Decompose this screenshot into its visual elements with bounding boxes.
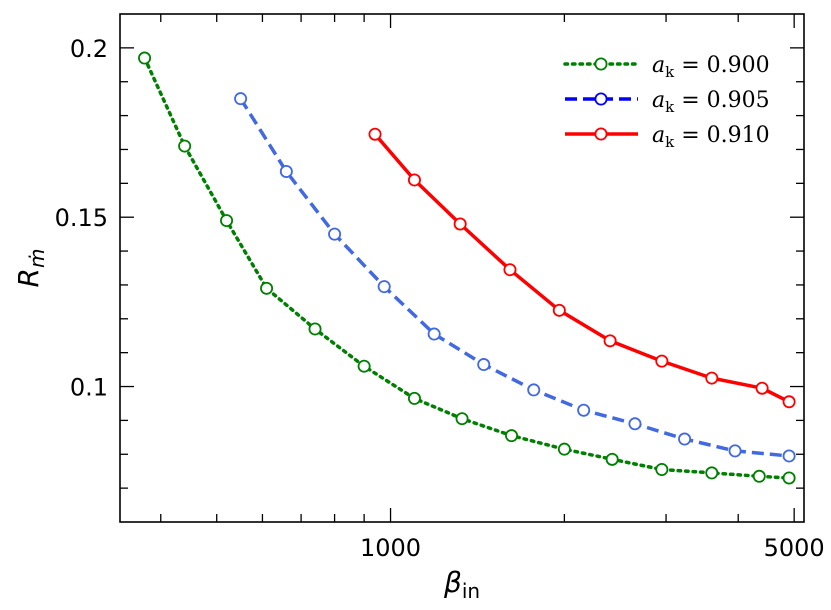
ticks-group (120, 14, 804, 522)
data-point (605, 452, 619, 466)
series-1 (234, 92, 796, 463)
legend-entry-0: ak = 0.900 (563, 53, 770, 81)
y-tick-label-2: 0.2 (70, 35, 108, 63)
legend-label-1-sub: k (665, 98, 675, 116)
y-axis-label-main: R (12, 268, 45, 287)
data-point (279, 164, 293, 178)
legend-label-1-main: a (652, 88, 665, 113)
legend-marker-1 (594, 92, 608, 106)
legend: ak = 0.900 ak = 0.905 ak = 0.910 (563, 53, 770, 151)
legend-label-0-main: a (652, 53, 665, 78)
tick-labels-group: 1000 5000 0.1 0.15 0.2 (55, 35, 825, 562)
legend-label-2-sub: k (665, 133, 675, 151)
y-axis-label-group: Rṁ (12, 249, 49, 288)
legend-label-1-value: = 0.905 (674, 88, 769, 113)
series-0 (138, 51, 796, 485)
y-axis-label-sub: ṁ (25, 249, 49, 268)
y-tick-label-0: 0.1 (70, 374, 108, 402)
data-point (755, 381, 769, 395)
series-line-2 (373, 132, 791, 404)
legend-label-0-sub: k (665, 63, 675, 81)
data-point (234, 92, 248, 106)
data-point (577, 403, 591, 417)
data-point (407, 173, 421, 187)
y-axis-label: Rṁ (12, 249, 49, 288)
legend-marker-2 (594, 127, 608, 141)
data-point (552, 303, 566, 317)
data-point (308, 322, 322, 336)
data-point (377, 280, 391, 294)
data-point (138, 51, 152, 65)
series-2 (368, 127, 796, 409)
data-point (503, 263, 517, 277)
legend-label-0: ak = 0.900 (652, 53, 770, 81)
data-point (527, 383, 541, 397)
data-point (368, 127, 382, 141)
legend-entry-2: ak = 0.910 (565, 123, 770, 151)
x-tick-label-0: 1000 (360, 534, 421, 562)
legend-marker-0 (594, 57, 608, 71)
x-tick-label-1: 5000 (764, 534, 825, 562)
data-point (603, 334, 617, 348)
data-point (782, 449, 796, 463)
legend-label-2-main: a (652, 123, 665, 148)
legend-label-2-value: = 0.910 (674, 123, 769, 148)
legend-label-0-value: = 0.900 (674, 53, 769, 78)
series-line-1 (239, 97, 790, 458)
legend-label-1: ak = 0.905 (652, 88, 770, 116)
data-point (655, 354, 669, 368)
data-point (178, 139, 192, 153)
data-point (705, 466, 719, 480)
data-point (220, 214, 234, 228)
data-point (557, 442, 571, 456)
data-point (628, 417, 642, 431)
data-point (455, 412, 469, 426)
data-point (782, 395, 796, 409)
y-tick-label-1: 0.15 (55, 204, 108, 232)
data-point (328, 227, 342, 241)
x-axis-label-sub: in (462, 579, 480, 603)
data-point (782, 471, 796, 485)
data-point (705, 371, 719, 385)
data-point (752, 469, 766, 483)
data-point (407, 391, 421, 405)
data-point (505, 429, 519, 443)
data-point (357, 359, 371, 373)
data-point (655, 463, 669, 477)
x-axis-label: βin (443, 566, 480, 603)
x-axis-label-main: β (443, 566, 462, 599)
data-point (453, 217, 467, 231)
legend-label-2: ak = 0.910 (652, 123, 770, 151)
data-point (260, 281, 274, 295)
data-point (678, 432, 692, 446)
legend-entry-1: ak = 0.905 (565, 88, 770, 116)
data-point (477, 358, 491, 372)
series-group (138, 51, 796, 485)
data-point (427, 327, 441, 341)
plot-frame (119, 13, 805, 523)
data-point (728, 444, 742, 458)
